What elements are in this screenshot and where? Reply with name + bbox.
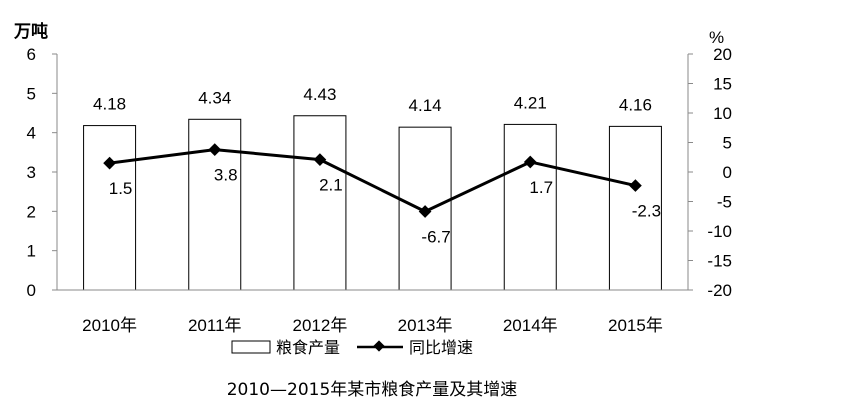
growth-marker: [208, 143, 222, 156]
category-label: 2014年: [503, 316, 558, 335]
left-ticks-group: 0 1 2 3 4 5 6: [27, 45, 57, 300]
right-tick-label: -20: [707, 281, 732, 300]
growth-value-label: 3.8: [214, 166, 238, 185]
growth-value-label: -2.3: [632, 202, 661, 221]
right-tick-label: -5: [717, 193, 732, 212]
right-tick-label: -15: [707, 252, 732, 271]
right-ticks-group: -20 -15 -10 -5 0 5 10 15 20: [688, 45, 732, 300]
y-right-unit: %: [709, 28, 724, 47]
right-tick-label: 20: [713, 45, 732, 64]
category-label: 2010年: [82, 316, 137, 335]
bar-value-label: 4.34: [198, 88, 231, 107]
growth-value-label: 1.7: [529, 178, 553, 197]
bar-value-label: 4.21: [514, 93, 547, 112]
chart-title: 2010—2015年某市粮食产量及其增速: [227, 380, 518, 400]
bar: [83, 125, 137, 291]
left-tick-label: 5: [27, 84, 36, 103]
growth-marker: [418, 205, 432, 218]
bar-value-label: 4.14: [409, 96, 442, 115]
left-tick-label: 3: [27, 163, 36, 182]
growth-labels-group: 1.5 3.8 2.1 -6.7 1.7 -2.3: [109, 166, 661, 247]
left-tick-label: 4: [27, 124, 36, 143]
growth-line: [109, 148, 636, 214]
growth-value-label: -6.7: [421, 228, 450, 247]
growth-marker: [103, 156, 116, 170]
growth-value-label: 1.5: [109, 179, 133, 198]
category-label: 2013年: [398, 316, 453, 335]
growth-line-group: [103, 143, 642, 218]
right-tick-label: 0: [723, 163, 732, 182]
bar: [293, 115, 347, 291]
bar-value-label: 4.43: [303, 85, 336, 104]
bar: [608, 125, 662, 291]
right-tick-label: 15: [713, 75, 732, 94]
legend-bar-swatch: [231, 340, 271, 354]
legend: 粮食产量 同比增速: [231, 338, 473, 357]
legend-diamond-icon: [373, 340, 385, 352]
category-label: 2012年: [293, 316, 348, 335]
category-label: 2015年: [608, 316, 663, 335]
right-tick-label: 10: [713, 104, 732, 123]
bar-value-label: 4.16: [619, 95, 652, 114]
bar-labels-group: 4.18 4.34 4.43 4.14 4.21 4.16: [93, 85, 652, 115]
axes-group: [56, 54, 689, 291]
right-tick-label: 5: [723, 134, 732, 153]
bar-value-label: 4.18: [93, 95, 126, 114]
growth-value-label: 2.1: [319, 176, 343, 195]
legend-line-label: 同比增速: [409, 338, 473, 357]
left-tick-label: 2: [27, 202, 36, 221]
category-labels-group: 2010年 2011年 2012年 2013年 2014年 2015年: [82, 316, 663, 335]
bars-group: [83, 115, 662, 291]
left-tick-label: 0: [27, 281, 36, 300]
left-tick-label: 6: [27, 45, 36, 64]
growth-marker: [313, 153, 327, 166]
category-label: 2011年: [188, 316, 242, 335]
left-tick-label: 1: [27, 242, 36, 261]
right-tick-label: -10: [707, 222, 732, 241]
legend-bar-label: 粮食产量: [276, 338, 340, 357]
y-left-unit: 万吨: [13, 21, 48, 42]
bar: [503, 123, 557, 291]
